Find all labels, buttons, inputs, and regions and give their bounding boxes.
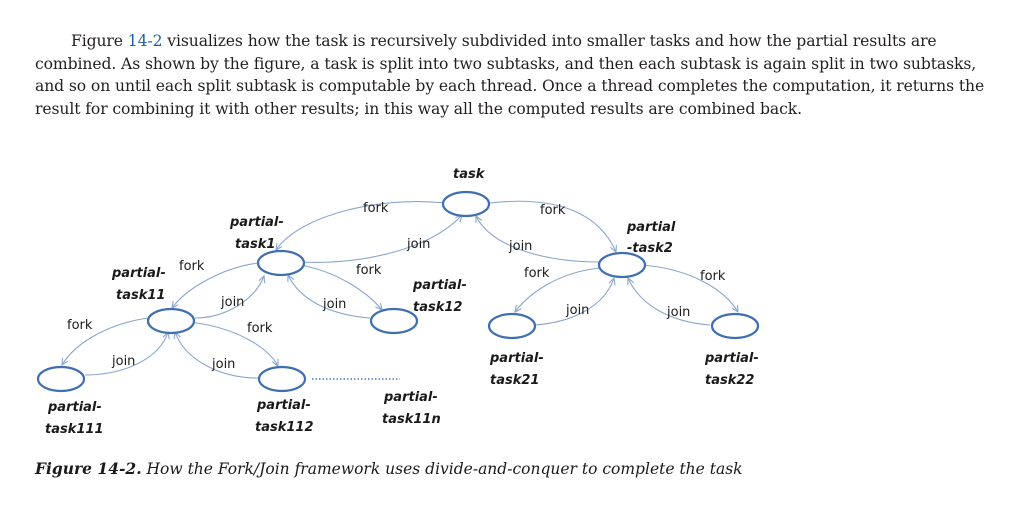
label-task2-line2: -task2 <box>627 241 673 256</box>
edge-label-fork: fork <box>67 318 93 333</box>
label-task12-line1: partial- <box>412 278 467 293</box>
edge-task2-to-task22 <box>639 264 738 312</box>
figure-reference-link[interactable]: 14-2 <box>127 32 163 50</box>
edge-task2-to-task <box>476 216 601 263</box>
label-task1-line2: task1 <box>235 237 275 252</box>
label-task112-line1: partial- <box>256 398 311 413</box>
node-task112 <box>257 365 307 393</box>
edge-task2-to-task21 <box>515 267 601 312</box>
label-task22-line2: task22 <box>705 373 754 388</box>
node-task11 <box>146 307 196 335</box>
edge-label-fork: fork <box>356 263 382 278</box>
node-task12 <box>369 307 419 335</box>
edge-task1-to-task <box>299 215 462 263</box>
edge-task-to-task2 <box>489 200 616 252</box>
body-paragraph: Figure 14-2 visualizes how the task is r… <box>35 30 995 120</box>
label-task11-line2: task11 <box>116 288 165 303</box>
edge-label-fork: fork <box>247 321 273 336</box>
edge-task11-to-task111 <box>62 317 149 365</box>
edge-task1-to-task12 <box>299 264 382 310</box>
edge-label-fork: fork <box>363 201 389 216</box>
label-task21-line1: partial- <box>489 351 544 366</box>
label-task1-line1: partial- <box>229 215 284 230</box>
edge-label-join: join <box>211 357 235 372</box>
edge-task21-to-task2 <box>534 278 614 326</box>
label-task11n-line2: task11n <box>382 412 441 427</box>
edge-task12-to-task1 <box>288 275 371 319</box>
node-task <box>441 190 491 218</box>
label-task11n-line1: partial- <box>383 390 438 405</box>
node-task111 <box>36 365 86 393</box>
edge-label-join: join <box>111 354 135 369</box>
edge-task11-to-task1 <box>194 276 264 319</box>
label-task: task <box>453 167 486 182</box>
edge-task111-to-task11 <box>84 332 168 376</box>
label-task22-line1: partial- <box>704 351 759 366</box>
node-task22 <box>710 312 760 340</box>
edge-task22-to-task2 <box>628 278 711 326</box>
label-task12-line2: task12 <box>413 300 462 315</box>
edge-label-join: join <box>508 239 532 254</box>
node-task2 <box>597 251 647 279</box>
paragraph-body: visualizes how the task is recursively s… <box>35 32 985 118</box>
label-task111-line2: task111 <box>45 422 104 437</box>
figure-caption: Figure 14-2. How the Fork/Join framework… <box>35 459 743 478</box>
label-task11-line1: partial- <box>111 266 166 281</box>
edge-label-join: join <box>322 297 346 312</box>
label-task111-line1: partial- <box>47 400 102 415</box>
edge-task112-to-task11 <box>175 332 259 379</box>
label-task21-line2: task21 <box>490 373 539 388</box>
edge-label-fork: fork <box>524 266 550 281</box>
edge-label-fork: fork <box>540 203 566 218</box>
edge-label-fork: fork <box>700 269 726 284</box>
label-task112-line2: task112 <box>255 420 314 435</box>
edge-label-fork: fork <box>179 259 205 274</box>
label-task2-line1: partial <box>626 220 676 235</box>
edge-task-to-task1 <box>276 201 446 250</box>
edge-task1-to-task11 <box>172 262 259 308</box>
node-task21 <box>487 312 537 340</box>
edge-task11-to-task112 <box>189 321 278 366</box>
node-task1 <box>256 249 306 277</box>
caption-text: How the Fork/Join framework uses divide-… <box>141 460 743 478</box>
edge-label-join: join <box>666 305 690 320</box>
caption-number: Figure 14-2. <box>35 459 142 478</box>
paragraph-prefix: Figure <box>71 32 128 50</box>
edge-label-join: join <box>220 295 244 310</box>
edge-label-join: join <box>565 303 589 318</box>
edge-label-join: join <box>406 237 430 252</box>
